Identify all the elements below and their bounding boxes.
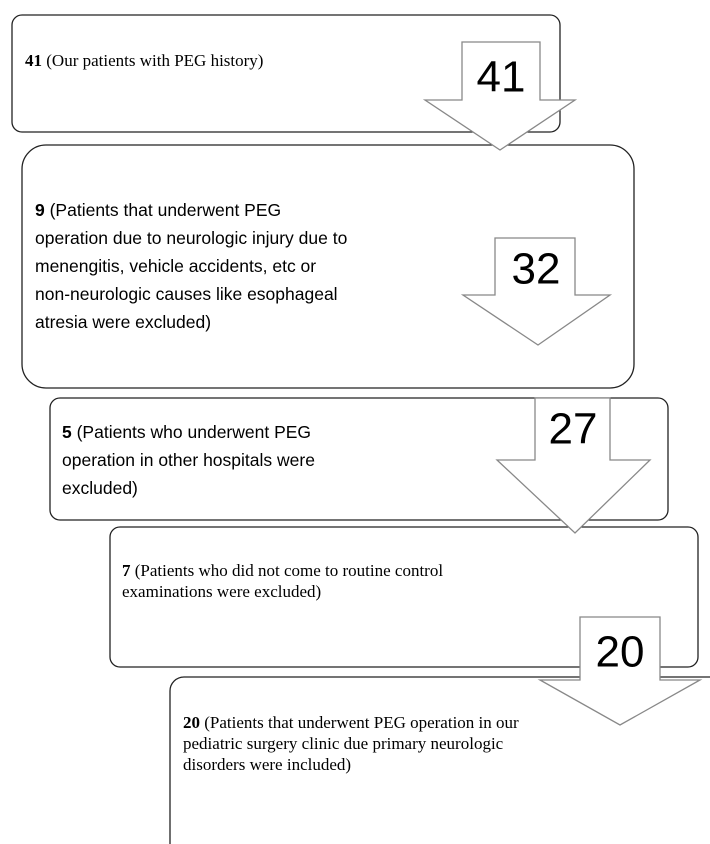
box-text: 9 (Patients that underwent PEG operation… [35, 196, 355, 336]
box [11, 14, 561, 133]
count: 9 [35, 200, 45, 220]
arrow [422, 41, 578, 151]
box [169, 676, 710, 844]
box [49, 397, 669, 521]
box-text: 5 (Patients who underwent PEG operation … [62, 418, 372, 502]
arrow-label: 20 [596, 628, 645, 677]
description: (Patients who underwent PEG operation in… [62, 422, 315, 498]
description: (Patients that underwent PEG operation d… [35, 200, 348, 332]
count: 20 [183, 713, 200, 732]
count: 7 [122, 561, 131, 580]
box-text: 20 (Patients that underwent PEG operatio… [183, 712, 528, 775]
arrow-label: 27 [549, 405, 598, 454]
description: (Patients who did not come to routine co… [122, 561, 444, 601]
box [21, 144, 635, 389]
description: (Patients that underwent PEG operation i… [183, 713, 519, 774]
box-text: 7 (Patients who did not come to routine … [122, 560, 467, 602]
arrow [460, 237, 613, 346]
description: (Our patients with PEG history) [46, 51, 264, 70]
arrow [537, 616, 703, 726]
box-text: 41 (Our patients with PEG history) [25, 50, 315, 71]
arrow [495, 397, 652, 534]
arrow-label: 32 [512, 245, 561, 294]
count: 5 [62, 422, 72, 442]
count: 41 [25, 51, 42, 70]
arrow-label: 41 [477, 53, 526, 102]
box [109, 526, 699, 668]
